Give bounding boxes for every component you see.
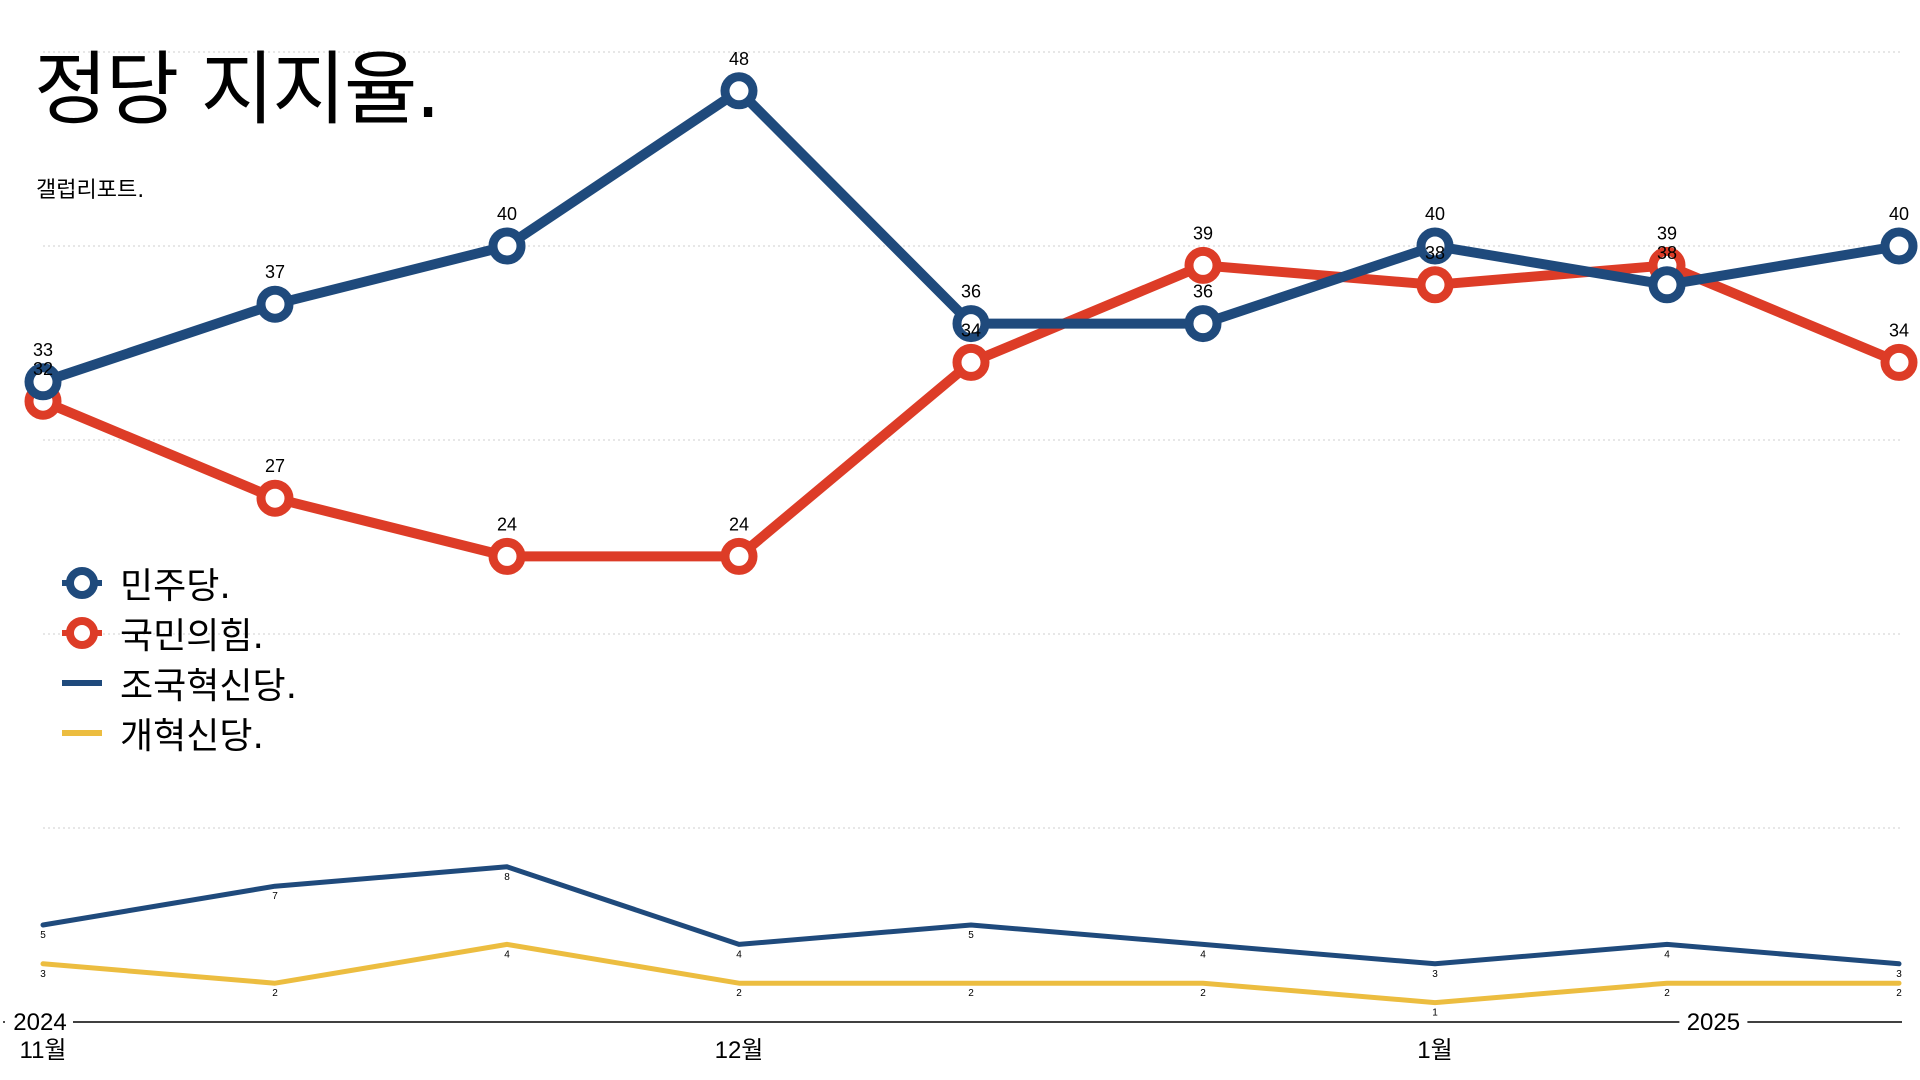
data-label: 27 xyxy=(265,456,285,476)
data-label: 2 xyxy=(272,988,278,999)
gridlines xyxy=(43,51,1902,829)
legend-item-reform: 개혁신당. xyxy=(60,708,297,758)
legend-item-ppp: 국민의힘. xyxy=(60,608,297,658)
data-point xyxy=(1416,266,1454,304)
data-label: 37 xyxy=(265,262,285,282)
data-point xyxy=(488,227,526,265)
data-point xyxy=(1416,227,1454,265)
data-label: 3 xyxy=(40,969,46,980)
series-line xyxy=(40,864,1902,967)
series-line xyxy=(40,941,1902,1006)
data-label: 39 xyxy=(1657,223,1677,243)
legend: 민주당. 국민의힘. 조국혁신당. 개혁신당. xyxy=(60,558,297,758)
data-label: 34 xyxy=(1889,320,1909,340)
x-tick-year-label: 2025 xyxy=(1687,1009,1740,1036)
legend-label: 국민의힘. xyxy=(120,616,264,657)
x-tick-year-label: 2024 xyxy=(13,1009,66,1036)
ring-marker-icon xyxy=(62,617,102,649)
data-point xyxy=(1880,227,1918,265)
data-point xyxy=(720,537,758,575)
chart-title: 정당 지지율. xyxy=(34,43,441,136)
data-label: 40 xyxy=(1425,204,1445,224)
data-point xyxy=(952,343,990,381)
data-label: 4 xyxy=(1664,949,1670,960)
data-label: 40 xyxy=(497,204,517,224)
x-tick-label: 12월 xyxy=(715,1037,764,1064)
data-label: 4 xyxy=(504,949,510,960)
data-label: 48 xyxy=(729,49,749,69)
data-point xyxy=(1184,305,1222,343)
data-point xyxy=(952,305,990,343)
legend-label: 개혁신당. xyxy=(120,716,264,757)
data-label: 24 xyxy=(497,514,517,534)
data-label: 40 xyxy=(1889,204,1909,224)
line-marker-icon xyxy=(62,680,102,686)
x-tick-label: 11월 xyxy=(20,1037,67,1064)
data-label: 32 xyxy=(33,359,53,379)
data-point xyxy=(720,72,758,110)
data-point xyxy=(24,363,62,401)
data-label: 1 xyxy=(1432,1008,1438,1019)
data-label: 3 xyxy=(1432,969,1438,980)
legend-item-minjoo: 민주당. xyxy=(60,558,297,608)
x-tick-label: 1월 xyxy=(1417,1037,1452,1064)
data-label: 36 xyxy=(1193,282,1213,302)
legend-label: 조국혁신당. xyxy=(120,666,298,707)
data-point xyxy=(1648,266,1686,304)
data-label: 39 xyxy=(1193,223,1213,243)
data-label: 8 xyxy=(504,872,510,883)
data-label: 36 xyxy=(961,282,981,302)
data-point xyxy=(256,479,294,517)
line-marker-icon xyxy=(62,730,102,736)
data-label: 7 xyxy=(272,891,278,902)
data-label: 2 xyxy=(1664,988,1670,999)
ring-marker-icon xyxy=(62,567,102,599)
data-label: 38 xyxy=(1425,243,1445,263)
data-label: 33 xyxy=(33,340,53,360)
data-label: 4 xyxy=(736,949,742,960)
data-label: 38 xyxy=(1657,243,1677,263)
data-label: 2 xyxy=(1896,988,1902,999)
legend-item-rebuilding-korea: 조국혁신당. xyxy=(60,658,297,708)
data-point xyxy=(1880,343,1918,381)
data-point xyxy=(488,537,526,575)
data-label: 5 xyxy=(40,930,46,941)
data-label: 2 xyxy=(736,988,742,999)
data-point xyxy=(256,285,294,323)
legend-label: 민주당. xyxy=(120,566,231,607)
data-label: 4 xyxy=(1200,949,1206,960)
series-lines xyxy=(24,72,1918,1006)
data-label: 5 xyxy=(968,930,974,941)
chart-source: 갤럽리포트. xyxy=(36,178,145,203)
data-label: 34 xyxy=(961,320,981,340)
data-label: 3 xyxy=(1896,969,1902,980)
data-label: 2 xyxy=(1200,988,1206,999)
data-point xyxy=(1184,246,1222,284)
data-label: 24 xyxy=(729,514,749,534)
data-label: 2 xyxy=(968,988,974,999)
